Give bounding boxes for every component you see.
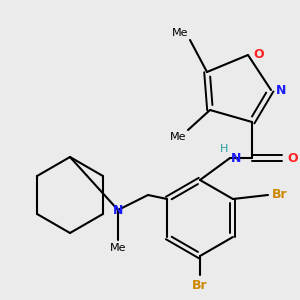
Text: Me: Me bbox=[169, 132, 186, 142]
Text: O: O bbox=[287, 152, 298, 164]
Text: H: H bbox=[220, 144, 228, 154]
Text: Me: Me bbox=[110, 243, 126, 253]
Text: N: N bbox=[113, 203, 123, 217]
Text: Br: Br bbox=[272, 188, 288, 202]
Text: N: N bbox=[276, 83, 286, 97]
Text: Br: Br bbox=[192, 279, 208, 292]
Text: Me: Me bbox=[172, 28, 188, 38]
Text: N: N bbox=[231, 152, 242, 164]
Text: O: O bbox=[253, 49, 264, 62]
